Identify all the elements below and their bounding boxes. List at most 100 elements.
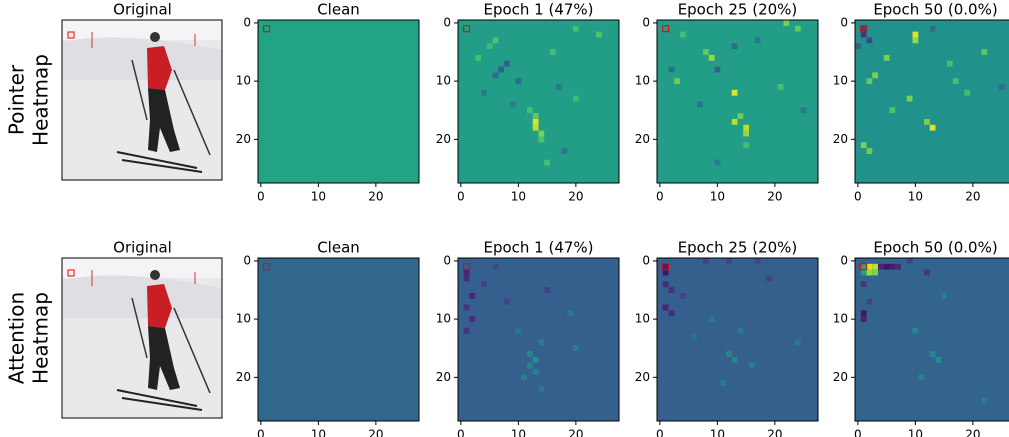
heatmap-cell — [662, 281, 669, 288]
frame — [854, 257, 1009, 422]
heatmap-cell — [486, 43, 493, 50]
heatmap-cell — [889, 263, 896, 270]
heatmap-cell — [668, 287, 675, 293]
heatmap-cell — [754, 258, 761, 264]
heatmap-cell — [714, 66, 721, 73]
y-tick-label: 10 — [236, 74, 251, 88]
heatmap-cell — [720, 380, 726, 387]
heatmap-cell — [964, 89, 970, 96]
x-tick-label: 20 — [568, 428, 583, 437]
heatmap-cell — [935, 356, 942, 363]
x-tick-label: 10 — [311, 428, 326, 437]
photo — [61, 257, 223, 419]
heatmap-cell — [737, 327, 744, 334]
y-tick-label: 0 — [243, 253, 251, 267]
y-tick-label: 20 — [833, 370, 848, 384]
heatmap-base — [258, 258, 419, 421]
heatmap-cell — [743, 142, 749, 149]
x-tick-label: 0 — [457, 190, 465, 204]
y-tick-label: 10 — [436, 74, 451, 88]
heatmap-cell — [573, 345, 579, 352]
panel-title: Epoch 50 (0.0%) — [873, 239, 997, 257]
heatmap-cell — [703, 258, 709, 264]
heatmap-cell — [538, 136, 545, 143]
heatmap-cell — [731, 89, 738, 96]
frame — [656, 19, 819, 184]
row-label: Heatmap — [29, 292, 53, 384]
heatmap-cell — [895, 263, 901, 270]
heatmap-base — [458, 20, 619, 183]
heatmap-cell — [952, 78, 959, 85]
panel-title: Epoch 25 (20%) — [678, 1, 798, 19]
heatmap-cell — [680, 31, 686, 38]
y-tick-label: 20 — [236, 132, 251, 146]
token-marker — [860, 263, 868, 271]
heatmap-cell — [872, 72, 878, 79]
x-tick-label: 20 — [568, 190, 583, 204]
token-marker — [67, 269, 75, 277]
heatmap-cell — [860, 25, 867, 32]
heatmap-cell — [731, 356, 738, 363]
x-tick-label: 10 — [710, 190, 725, 204]
y-tick-label: 0 — [840, 253, 848, 267]
heatmap-cell — [912, 327, 919, 334]
x-tick-label: 20 — [368, 190, 383, 204]
heatmap-cell — [680, 292, 686, 299]
heatmap-cell — [795, 25, 801, 32]
x-tick-label: 0 — [257, 428, 265, 437]
heatmap-cell — [668, 310, 675, 317]
heatmap-cell — [463, 275, 470, 282]
x-tick-label: 20 — [767, 428, 782, 437]
heatmap-cell — [743, 130, 749, 137]
heatmap-cell — [855, 43, 861, 50]
heatmap-cell — [860, 263, 867, 270]
y-tick-label: 10 — [833, 74, 848, 88]
heatmap-cell — [538, 339, 545, 346]
y-tick-label: 20 — [833, 132, 848, 146]
y-tick-label: 20 — [236, 370, 251, 384]
heatmap-cell — [726, 351, 732, 357]
heatmap-cell — [527, 362, 533, 369]
heatmap-cell — [509, 101, 516, 108]
token-marker — [860, 25, 868, 33]
panel-title: Epoch 1 (47%) — [483, 239, 593, 257]
heatmap-cell — [469, 316, 476, 323]
y-tick-label: 20 — [436, 132, 451, 146]
heatmap-cell — [532, 368, 539, 375]
heatmap-cell — [492, 72, 499, 79]
heatmap-cell — [544, 159, 550, 166]
heatmap-cell — [567, 310, 573, 317]
heatmap-cell — [504, 298, 510, 305]
heatmap-cell — [906, 258, 913, 264]
x-tick-label: 0 — [656, 428, 664, 437]
heatmap-cell — [860, 31, 867, 38]
heatmap-cell — [929, 124, 936, 131]
y-tick-label: 10 — [635, 312, 650, 326]
x-tick-label: 20 — [965, 428, 980, 437]
heatmap-cell — [481, 89, 487, 96]
y-tick-label: 0 — [443, 253, 451, 267]
y-tick-label: 20 — [436, 370, 451, 384]
panel-title: Clean — [317, 1, 360, 19]
heatmap-cell — [544, 287, 550, 293]
heatmap-cell — [783, 20, 790, 26]
heatmap-cell — [515, 327, 522, 334]
heatmap-cell — [708, 316, 715, 323]
heatmap-cell — [912, 31, 919, 38]
heatmap-cell — [912, 37, 919, 44]
heatmap-cell — [731, 43, 738, 50]
heatmap-base — [258, 20, 419, 183]
heatmap-cell — [463, 304, 470, 311]
heatmap-cell — [708, 54, 715, 61]
token-marker — [263, 25, 271, 33]
heatmap-cell — [872, 263, 878, 270]
x-tick-label: 10 — [710, 428, 725, 437]
heatmap-cell — [941, 292, 947, 299]
panel-title: Epoch 25 (20%) — [678, 239, 798, 257]
frame — [854, 19, 1009, 184]
heatmap-cell — [532, 124, 539, 131]
heatmap-cell — [906, 95, 913, 102]
x-tick-label: 0 — [257, 190, 265, 204]
heatmap-cell — [703, 49, 709, 55]
